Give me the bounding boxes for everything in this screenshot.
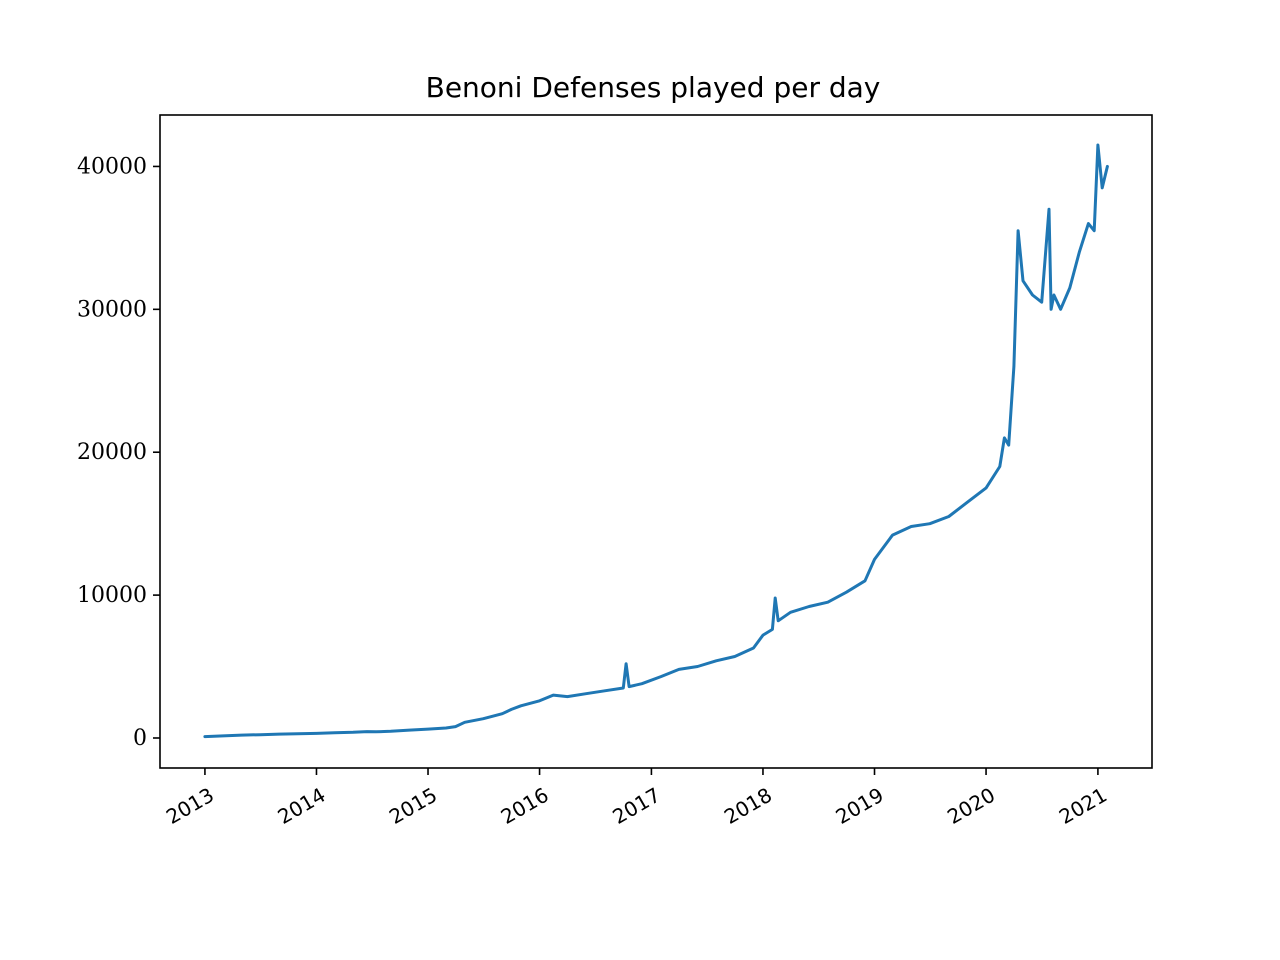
x-tick-label: 2016	[497, 783, 553, 829]
x-tick-label: 2017	[608, 783, 664, 829]
x-tick-label: 2015	[385, 783, 441, 829]
x-tick-label: 2018	[720, 783, 776, 829]
x-tick-label: 2013	[162, 783, 218, 829]
x-tick-label: 2019	[832, 783, 888, 829]
series-line	[203, 143, 1109, 739]
y-tick-label: 20000	[77, 440, 147, 465]
x-tick-label: 2021	[1055, 783, 1111, 829]
x-tick-label: 2014	[273, 783, 329, 829]
chart-title: Benoni Defenses played per day	[426, 71, 881, 104]
x-tick-label: 2020	[943, 783, 999, 829]
y-tick-label: 40000	[77, 154, 147, 179]
y-axis: 0 10000 20000 30000 40000	[77, 154, 160, 751]
axes-frame	[159, 114, 1153, 769]
plot-area	[203, 143, 1109, 739]
y-tick-label: 10000	[77, 583, 147, 608]
x-axis: 2013 2014 2015 2016 2017 2018 2019 2020 2021	[162, 768, 1111, 829]
y-tick-label: 0	[133, 726, 147, 751]
y-tick-label: 30000	[77, 297, 147, 322]
